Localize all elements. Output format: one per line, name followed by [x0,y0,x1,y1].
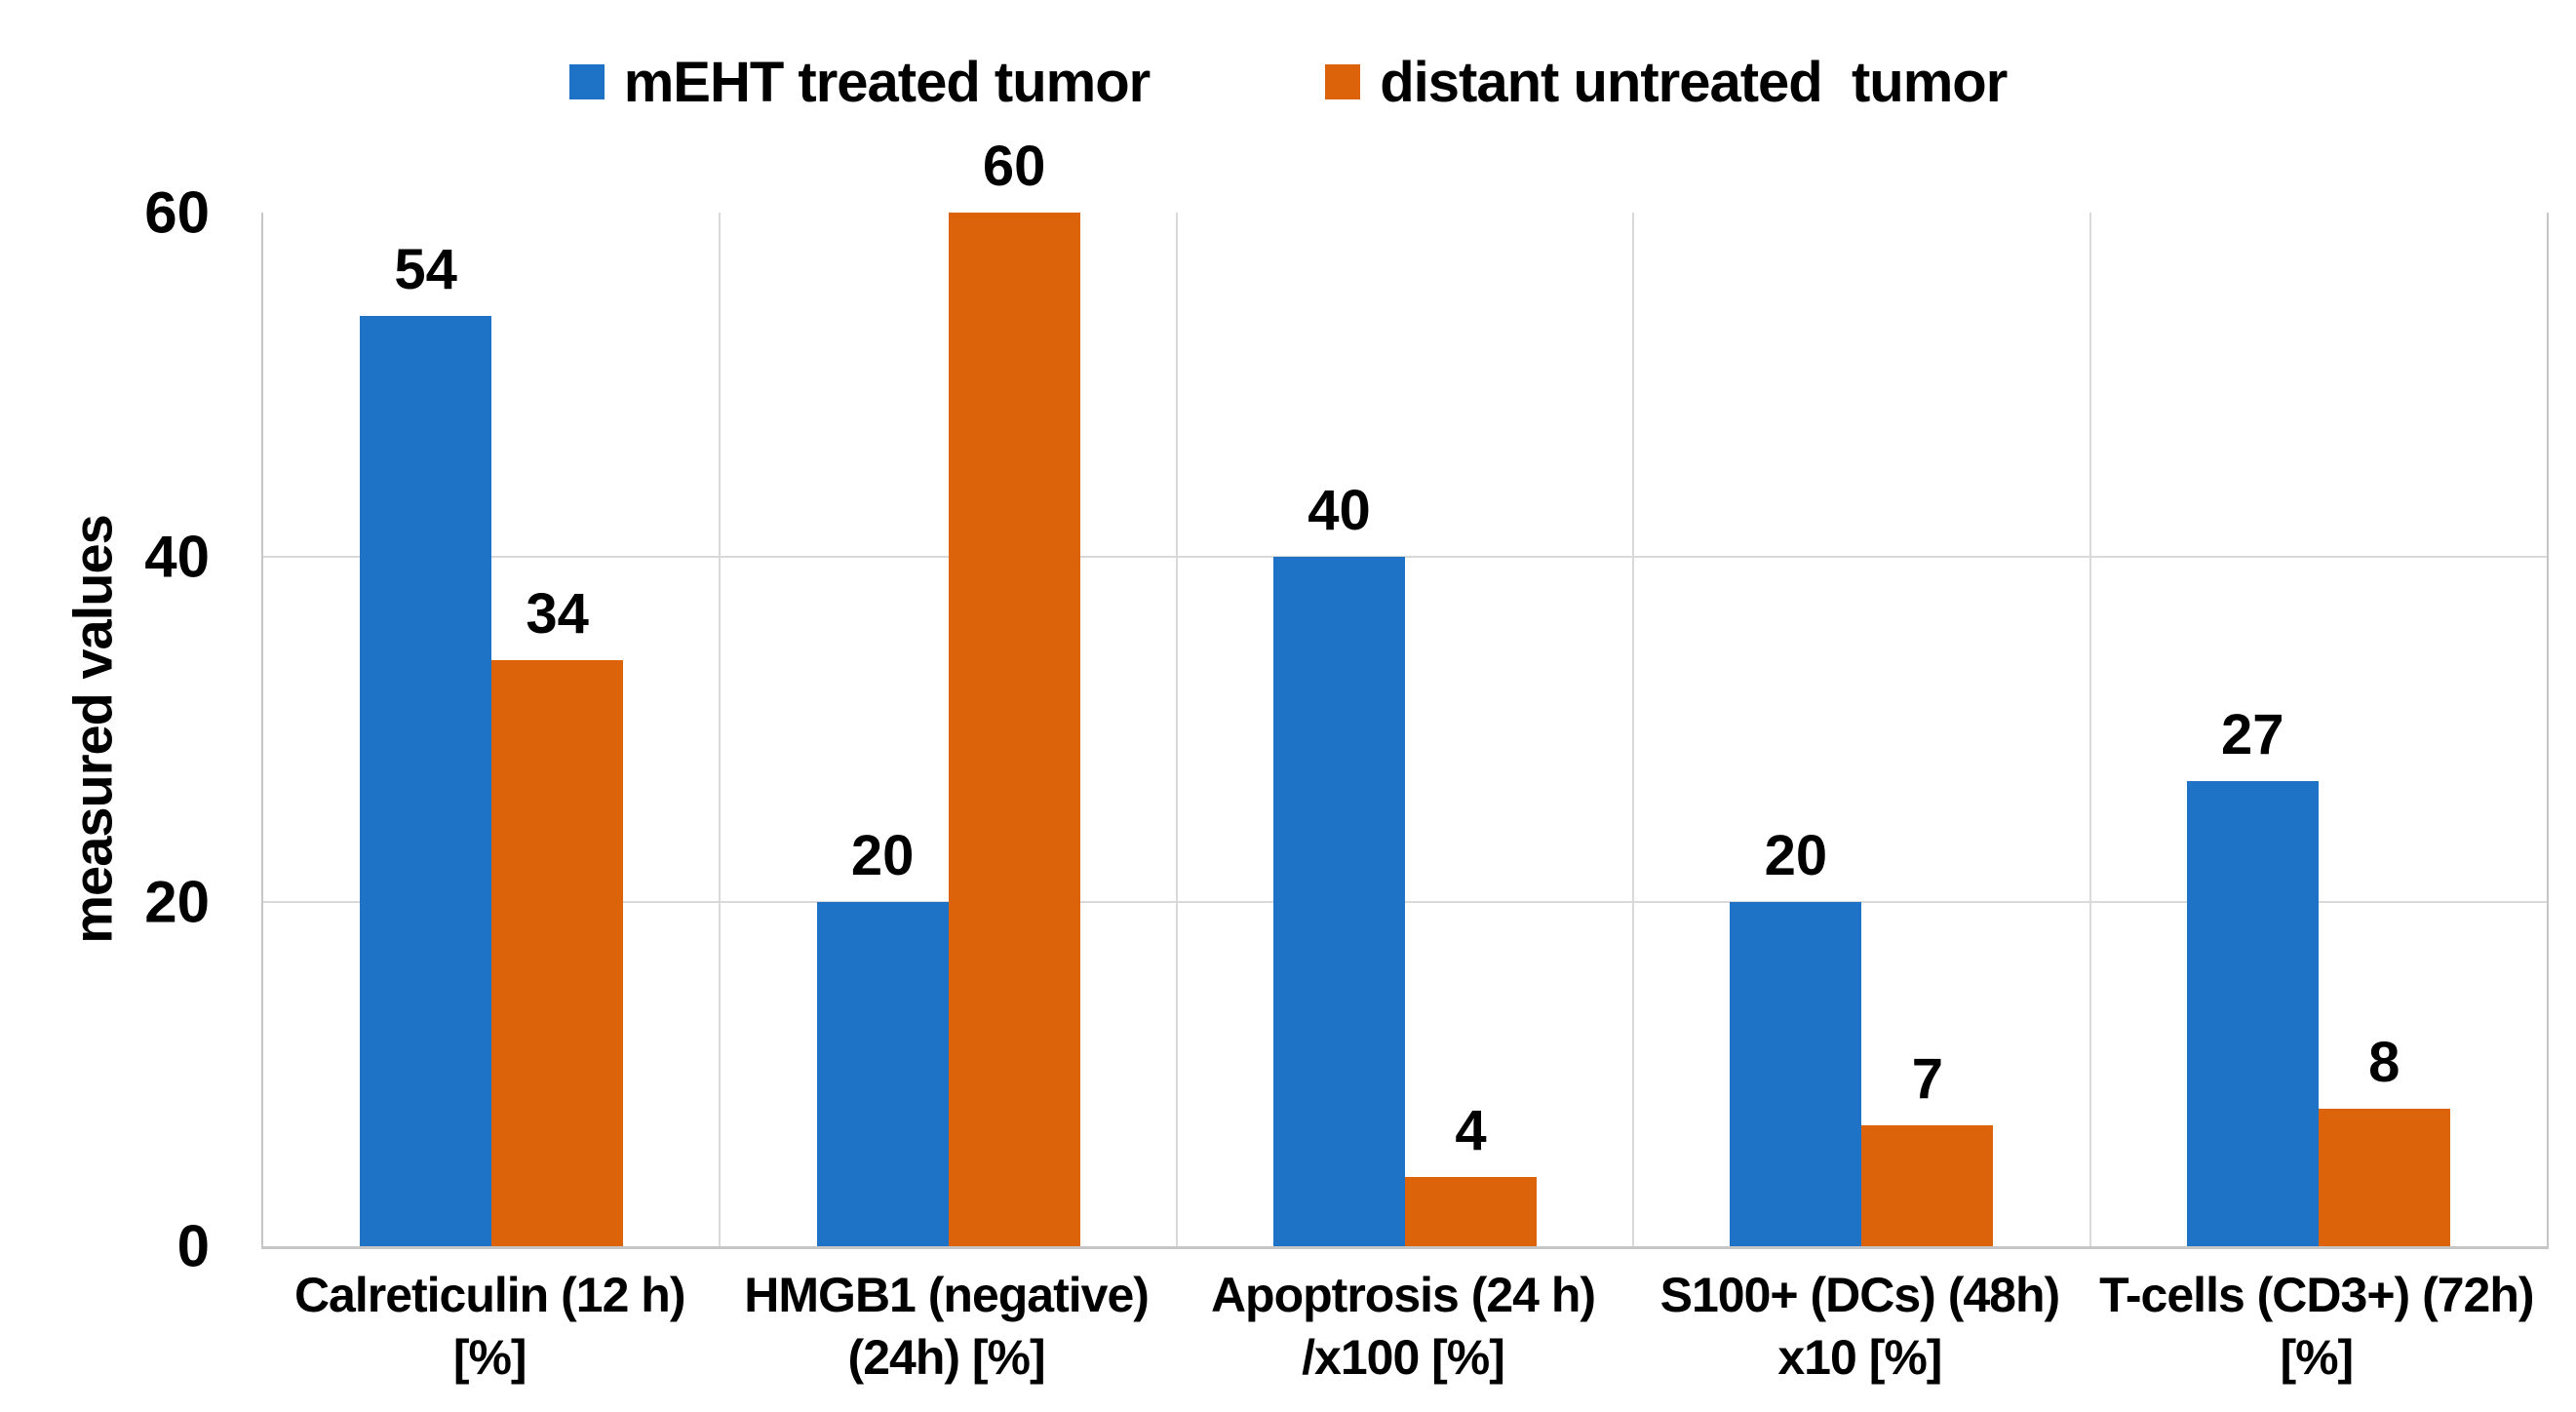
legend-label: mEHT treated tumor [623,50,1151,114]
gridline-20 [263,900,2547,903]
x-category-label-5: T-cells (CD3+) (72h) [%] [2088,1264,2545,1389]
gridline-40 [263,556,2547,559]
legend-entry-meht-treated: mEHT treated tumor [568,50,1151,115]
x-category-label-line: Calreticulin (12 h) [293,1268,686,1322]
y-tick-label-0: 0 [176,1213,210,1279]
bar-series1-cat5 [2186,781,2319,1246]
y-tick-label-60: 60 [144,179,210,246]
bar-value-label: 20 [850,823,915,887]
bar-group-1: 54 34 [263,213,720,1246]
bar-group-2: 20 60 [720,135,1176,1246]
x-axis-category-labels: Calreticulin (12 h) [%] HMGB1 (negative) (2… [261,1264,2545,1389]
x-category-label-2: HMGB1 (negative) (24h) [%] [718,1264,1174,1389]
chart-legend: mEHT treated tumor distant untreated tum… [0,37,2576,127]
x-category-label-1: Calreticulin (12 h) [%] [261,1264,718,1389]
bar-series2-cat4 [1861,1125,1994,1246]
bar-series1-cat4 [1730,901,1862,1246]
category-separator [2088,213,2091,1246]
bar-group-5: 27 8 [2090,213,2547,1246]
y-tick-label-20: 20 [144,869,210,935]
bar-series2-cat1 [491,660,624,1246]
plot-area: 54 34 20 60 40 4 20 7 27 8 [261,135,2549,1249]
bar-value-label: 20 [1764,823,1828,887]
bar-value-label: 27 [2221,703,2284,766]
category-separator [1632,213,1635,1246]
bar-value-label: 7 [1911,1047,1944,1112]
x-category-label-line: HMGB1 (negative) [744,1268,1150,1322]
bar-series2-cat2 [948,213,1080,1246]
bar-group-3: 40 4 [1177,213,1633,1246]
y-tick-label-40: 40 [144,524,210,590]
bar-group-4: 20 7 [1633,213,2089,1246]
x-category-label-line: [%] [452,1330,527,1385]
legend-entry-distant-untreated: distant untreated tumor [1325,50,2008,115]
bar-value-label: 4 [1455,1099,1487,1163]
legend-swatch-orange-icon [1325,64,1361,99]
x-category-label-line: [%] [2280,1330,2354,1385]
x-category-label-line: (24h) [%] [847,1330,1046,1385]
legend-label: distant untreated tumor [1380,50,2008,114]
bar-series1-cat2 [816,901,949,1246]
x-category-label-line: T-cells (CD3+) (72h) [2099,1268,2534,1322]
bar-value-label: 8 [2368,1030,2400,1094]
x-category-label-line: x10 [%] [1777,1330,1942,1385]
bar-series1-cat3 [1272,557,1405,1246]
x-category-label-line: S100+ (DCs) (48h) [1659,1268,2061,1322]
x-category-label-3: Apoptrosis (24 h) /x100 [%] [1175,1264,1631,1389]
bar-series1-cat1 [360,316,492,1246]
bar-value-label: 40 [1308,479,1371,543]
x-category-label-4: S100+ (DCs) (48h) x10 [%] [1631,1264,2088,1389]
bar-value-label: 34 [526,582,589,647]
legend-swatch-blue-icon [568,64,605,99]
x-category-label-line: /x100 [%] [1302,1330,1505,1385]
bar-value-label: 54 [394,238,457,301]
x-category-label-line: Apoptrosis (24 h) [1210,1268,1596,1322]
y-axis-title: measured values [61,515,124,944]
bar-series2-cat5 [2318,1108,2450,1246]
category-separator [1175,213,1178,1246]
bar-series2-cat3 [1404,1177,1537,1246]
bar-value-label: 60 [982,135,1046,198]
category-separator [719,213,722,1246]
